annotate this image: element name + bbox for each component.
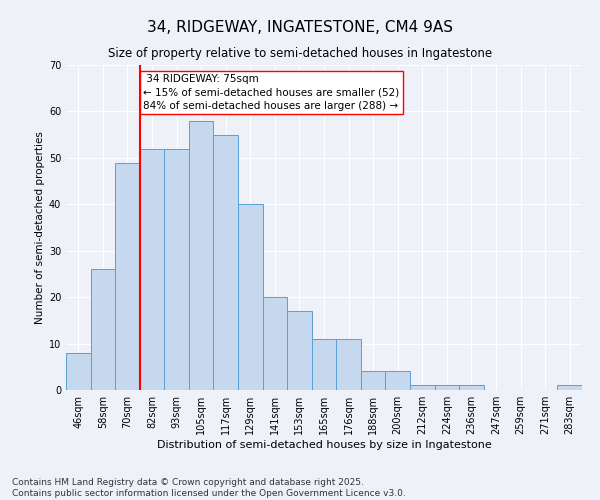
Bar	[312, 339, 336, 390]
Text: Contains HM Land Registry data © Crown copyright and database right 2025.
Contai: Contains HM Land Registry data © Crown c…	[12, 478, 406, 498]
Bar	[214, 134, 238, 390]
Bar	[238, 204, 263, 390]
Bar	[385, 372, 410, 390]
Bar	[459, 386, 484, 390]
Bar	[91, 270, 115, 390]
Text: 34, RIDGEWAY, INGATESTONE, CM4 9AS: 34, RIDGEWAY, INGATESTONE, CM4 9AS	[147, 20, 453, 35]
Bar	[115, 162, 140, 390]
Bar	[434, 386, 459, 390]
Y-axis label: Number of semi-detached properties: Number of semi-detached properties	[35, 131, 44, 324]
X-axis label: Distribution of semi-detached houses by size in Ingatestone: Distribution of semi-detached houses by …	[157, 440, 491, 450]
Bar	[361, 372, 385, 390]
Bar	[557, 386, 582, 390]
Bar	[336, 339, 361, 390]
Bar	[140, 148, 164, 390]
Bar	[263, 297, 287, 390]
Bar	[164, 148, 189, 390]
Bar	[66, 353, 91, 390]
Text: 34 RIDGEWAY: 75sqm
← 15% of semi-detached houses are smaller (52)
84% of semi-de: 34 RIDGEWAY: 75sqm ← 15% of semi-detache…	[143, 74, 400, 110]
Bar	[287, 311, 312, 390]
Bar	[410, 386, 434, 390]
Bar	[189, 120, 214, 390]
Text: Size of property relative to semi-detached houses in Ingatestone: Size of property relative to semi-detach…	[108, 48, 492, 60]
